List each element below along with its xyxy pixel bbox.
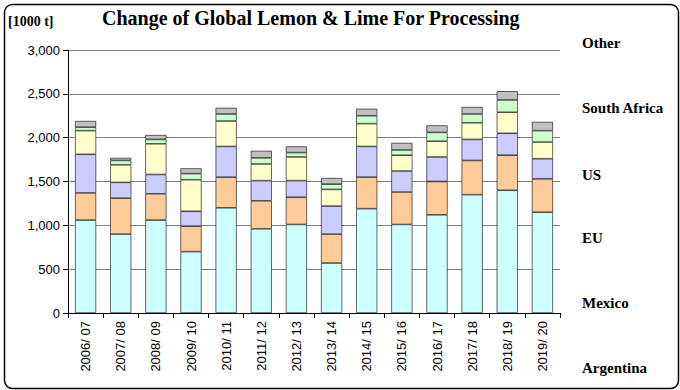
svg-text:2,500: 2,500 (27, 86, 60, 101)
svg-text:EU: EU (582, 230, 603, 246)
svg-text:2014/ 15: 2014/ 15 (359, 321, 374, 372)
svg-text:2009/ 10: 2009/ 10 (184, 321, 199, 372)
svg-text:Argentina: Argentina (582, 360, 647, 376)
svg-text:2006/ 07: 2006/ 07 (78, 321, 93, 372)
svg-text:1,500: 1,500 (27, 174, 60, 189)
svg-text:500: 500 (38, 262, 60, 277)
svg-text:Mexico: Mexico (582, 295, 629, 311)
svg-text:2015/ 16: 2015/ 16 (394, 321, 409, 372)
svg-text:2013/ 14: 2013/ 14 (324, 321, 339, 372)
svg-text:South Africa: South Africa (582, 100, 664, 116)
svg-text:0: 0 (53, 306, 60, 321)
svg-text:3,000: 3,000 (27, 43, 60, 58)
svg-text:[1000 t]: [1000 t] (8, 14, 54, 29)
svg-text:2011/ 12: 2011/ 12 (254, 321, 269, 371)
svg-text:2018/ 19: 2018/ 19 (500, 321, 515, 372)
svg-text:2008/ 09: 2008/ 09 (148, 321, 163, 372)
svg-text:2019/ 20: 2019/ 20 (535, 321, 550, 372)
svg-text:2007/ 08: 2007/ 08 (113, 321, 128, 372)
svg-text:US: US (582, 167, 601, 183)
svg-text:2017/ 18: 2017/ 18 (465, 321, 480, 372)
svg-text:2010/ 11: 2010/ 11 (219, 321, 234, 371)
svg-text:2012/ 13: 2012/ 13 (289, 321, 304, 372)
svg-text:2016/ 17: 2016/ 17 (430, 321, 445, 372)
svg-text:Change of Global Lemon & Lime: Change of Global Lemon & Lime For Proces… (102, 7, 520, 30)
svg-text:1,000: 1,000 (27, 218, 60, 233)
svg-text:Other: Other (582, 35, 621, 51)
svg-text:2,000: 2,000 (27, 130, 60, 145)
